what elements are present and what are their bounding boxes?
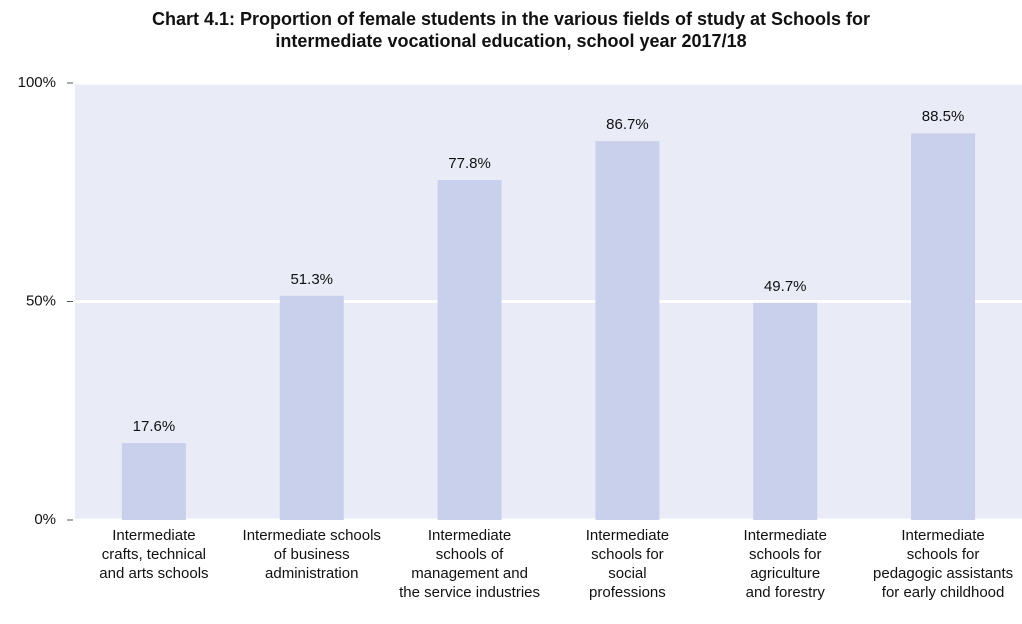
bar: [437, 180, 502, 520]
bar: [121, 443, 186, 520]
value-label: 49.7%: [764, 278, 807, 295]
x-tick-label: Intermediate schools for social professi…: [585, 527, 670, 601]
y-tick-label: 0%: [34, 511, 56, 528]
value-label: 17.6%: [133, 418, 176, 435]
y-tick-label: 100%: [18, 74, 56, 91]
y-tick-label: 50%: [26, 292, 56, 309]
x-tick-label: Intermediate schools of business adminis…: [242, 527, 381, 582]
x-tick-label: Intermediate schools for agriculture and…: [743, 527, 827, 601]
value-label: 88.5%: [922, 108, 965, 125]
value-label: 51.3%: [290, 271, 333, 288]
value-label: 86.7%: [606, 116, 649, 133]
x-tick-label: Intermediate schools of management and t…: [399, 527, 541, 601]
x-tick-label: Intermediate schools for pedagogic assis…: [873, 527, 1014, 601]
bar: [595, 141, 660, 520]
x-tick-label: Intermediate crafts, technical and arts …: [99, 527, 209, 582]
bar: [279, 295, 344, 520]
bar: [753, 302, 818, 520]
chart-title: Chart 4.1: Proportion of female students…: [151, 9, 871, 51]
value-label: 77.8%: [448, 155, 491, 172]
bar: [911, 133, 976, 520]
